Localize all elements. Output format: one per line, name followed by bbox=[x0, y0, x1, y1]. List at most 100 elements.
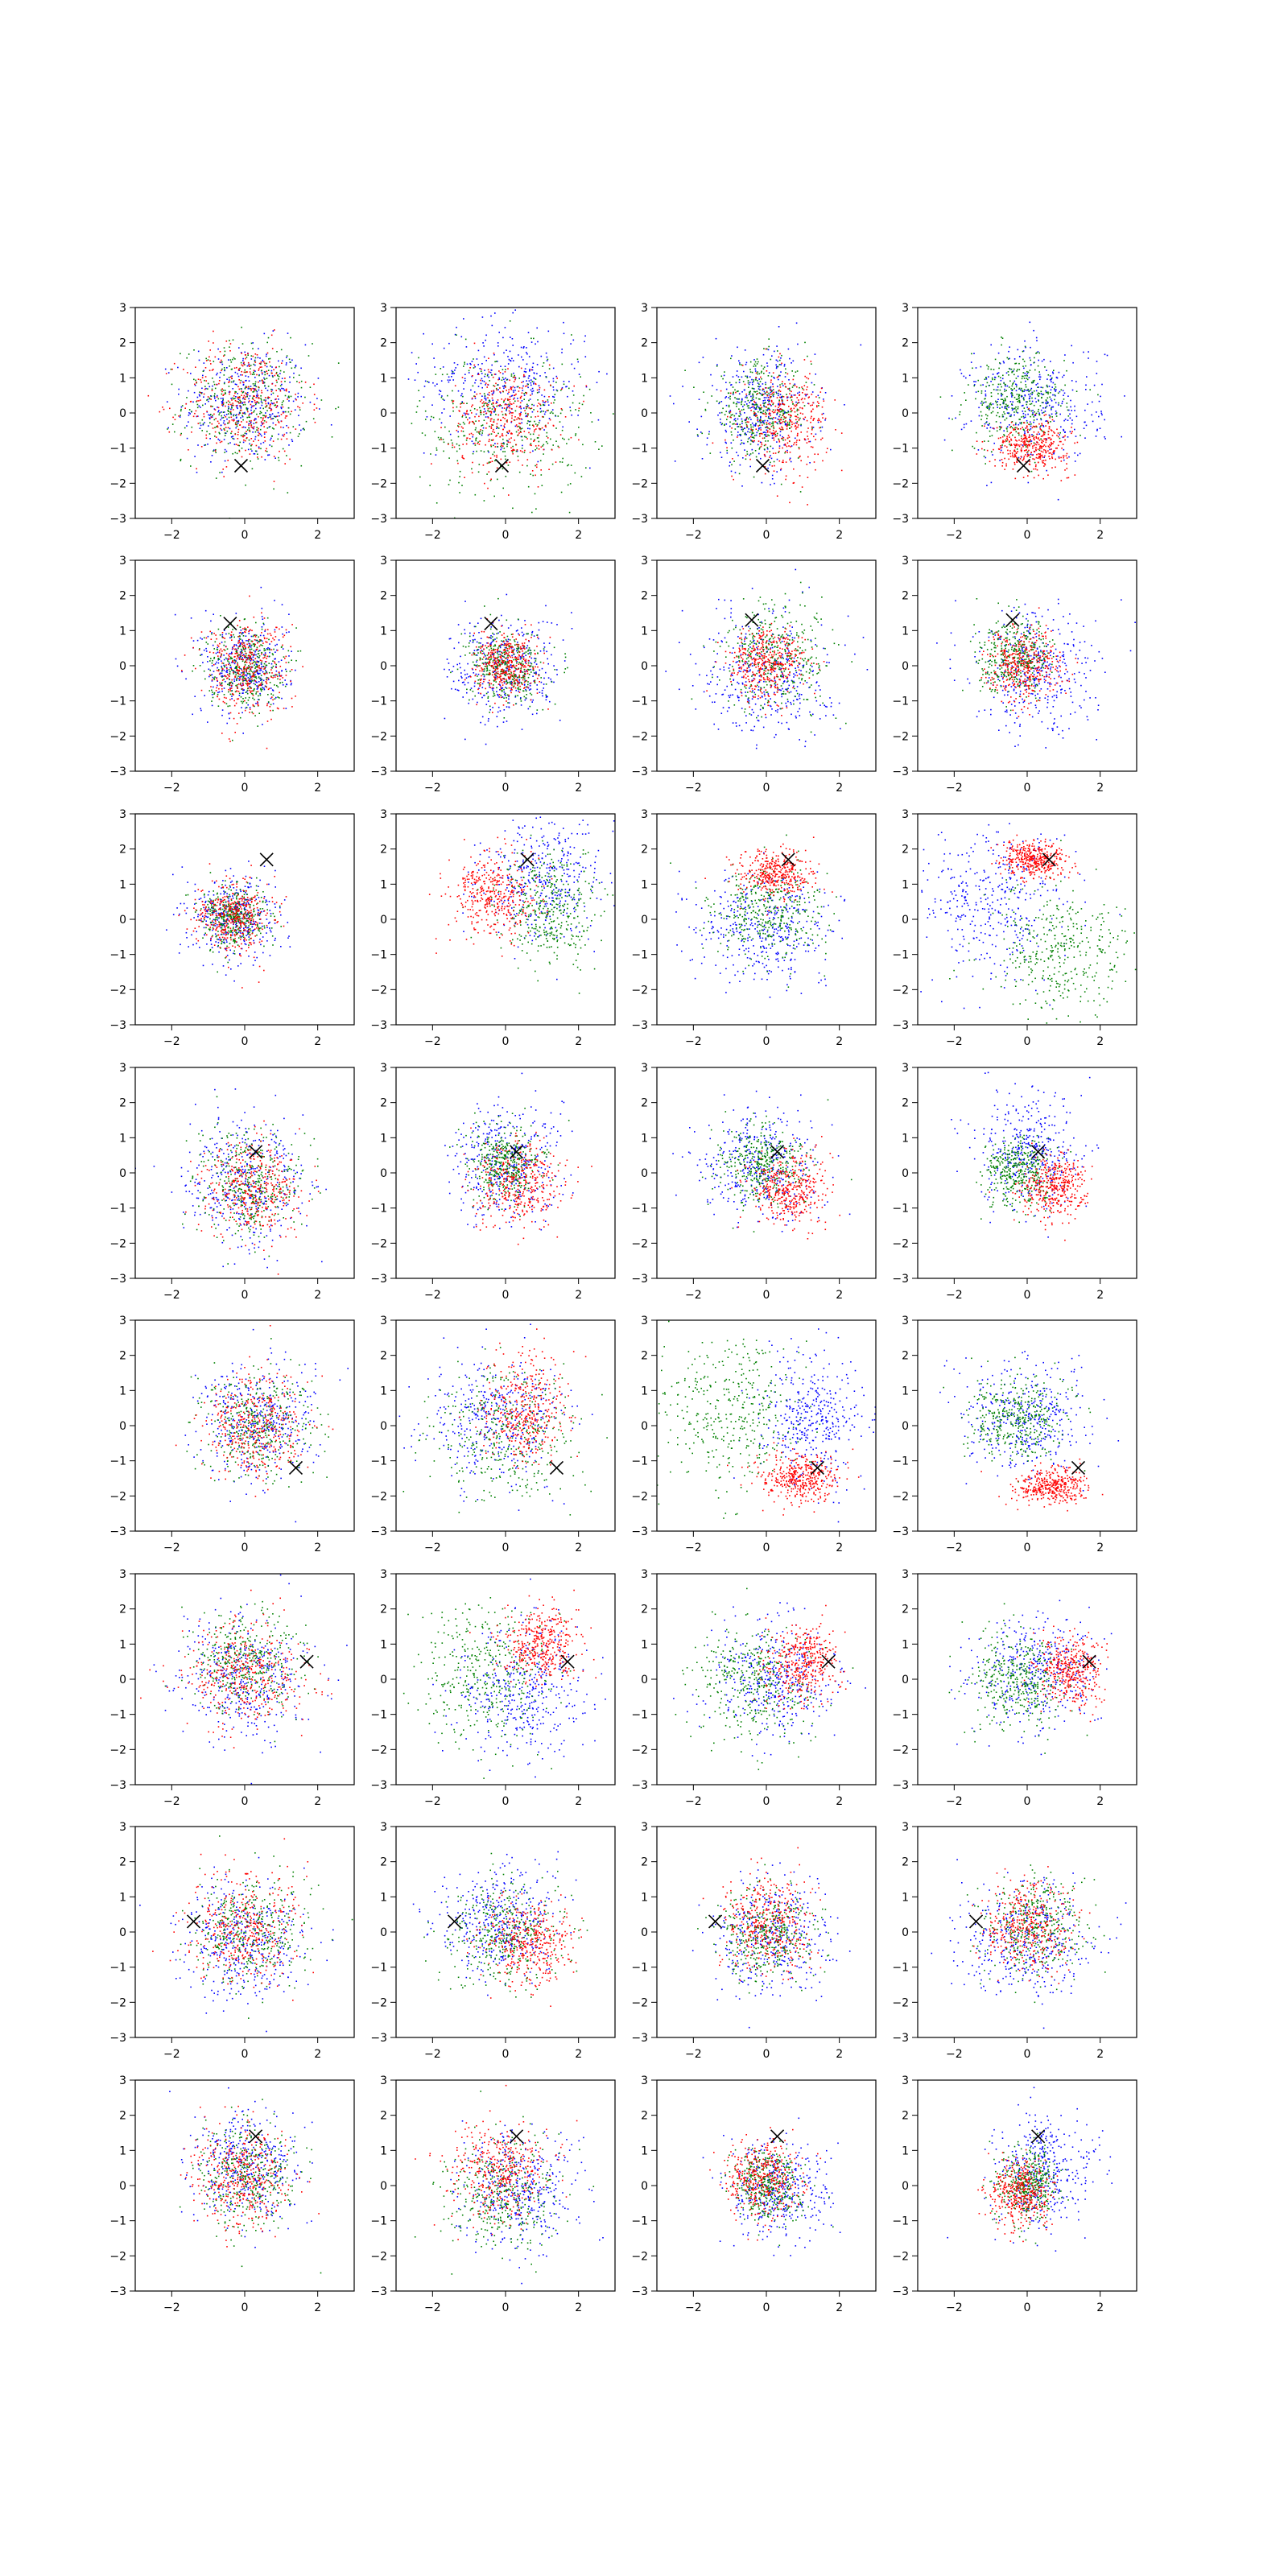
scatter-point bbox=[1024, 416, 1026, 419]
scatter-point bbox=[744, 389, 745, 391]
scatter-point bbox=[765, 434, 767, 436]
scatter-point bbox=[261, 626, 263, 628]
scatter-point bbox=[319, 408, 320, 410]
scatter-point bbox=[778, 409, 780, 411]
scatter-point bbox=[259, 650, 261, 651]
scatter-point bbox=[515, 424, 518, 426]
scatter-point bbox=[258, 381, 259, 383]
scatter-point bbox=[510, 395, 513, 397]
scatter-point bbox=[547, 399, 549, 401]
scatter-point bbox=[255, 681, 257, 683]
scatter-point bbox=[519, 450, 522, 452]
scatter-point bbox=[258, 440, 259, 441]
scatter-point bbox=[553, 402, 555, 404]
scatter-point bbox=[290, 336, 291, 339]
scatter-point bbox=[533, 440, 535, 442]
scatter-point bbox=[567, 464, 568, 467]
scatter-point bbox=[225, 416, 227, 418]
scatter-point bbox=[261, 456, 262, 458]
scatter-point bbox=[1034, 411, 1035, 413]
scatter-point bbox=[233, 444, 236, 445]
scatter-point bbox=[253, 371, 254, 374]
scatter-point bbox=[260, 424, 262, 427]
scatter-point bbox=[248, 424, 250, 427]
scatter-point bbox=[481, 432, 483, 434]
scatter-point bbox=[502, 407, 503, 409]
scatter-point bbox=[232, 436, 234, 437]
scatter-point bbox=[1024, 442, 1026, 444]
scatter-point bbox=[211, 390, 213, 391]
scatter-point bbox=[993, 389, 995, 390]
scatter-point bbox=[730, 357, 732, 360]
scatter-point bbox=[521, 427, 523, 430]
scatter-point bbox=[477, 443, 479, 444]
scatter-point bbox=[205, 437, 208, 440]
scatter-point bbox=[229, 350, 231, 352]
scatter-point bbox=[768, 399, 770, 402]
scatter-point bbox=[730, 470, 733, 473]
scatter-point bbox=[273, 481, 275, 482]
scatter-point bbox=[778, 374, 780, 377]
scatter-point bbox=[433, 357, 435, 359]
y-tick-label: −1 bbox=[109, 443, 126, 456]
scatter-point bbox=[282, 633, 283, 635]
scatter-point bbox=[789, 459, 791, 460]
scatter-point bbox=[252, 383, 254, 385]
scatter-point bbox=[772, 372, 774, 374]
scatter-point bbox=[235, 679, 237, 680]
scatter-point bbox=[736, 452, 737, 453]
scatter-point bbox=[778, 460, 781, 462]
scatter-point bbox=[245, 392, 246, 394]
scatter-point bbox=[207, 398, 208, 401]
scatter-point bbox=[501, 379, 503, 381]
scatter-point bbox=[755, 378, 757, 379]
scatter-point bbox=[779, 419, 782, 420]
scatter-point bbox=[467, 419, 469, 421]
scatter-point bbox=[439, 418, 440, 420]
scatter-point bbox=[568, 438, 570, 440]
scatter-point bbox=[439, 390, 440, 391]
scatter-point bbox=[234, 371, 237, 374]
scatter-point bbox=[224, 390, 226, 391]
scatter-point bbox=[246, 407, 248, 410]
scatter-point bbox=[491, 418, 493, 420]
scatter-point bbox=[755, 402, 757, 404]
scatter-point bbox=[1067, 419, 1069, 421]
scatter-point bbox=[248, 642, 250, 645]
scatter-point bbox=[780, 469, 782, 471]
scatter-point bbox=[199, 395, 200, 397]
scatter-point bbox=[179, 416, 181, 418]
scatter-point bbox=[995, 402, 997, 404]
scatter-point bbox=[782, 410, 785, 412]
scatter-point bbox=[762, 394, 765, 395]
scatter-point bbox=[521, 419, 523, 420]
scatter-point bbox=[312, 343, 313, 345]
scatter-point bbox=[758, 452, 760, 455]
scatter-point bbox=[283, 412, 284, 414]
scatter-point bbox=[473, 443, 474, 444]
scatter-point bbox=[221, 363, 224, 365]
scatter-point bbox=[797, 426, 799, 428]
scatter-point bbox=[511, 357, 513, 360]
scatter-point bbox=[245, 396, 246, 398]
scatter-point bbox=[785, 451, 786, 452]
scatter-point bbox=[238, 632, 241, 634]
scatter-point bbox=[738, 360, 740, 362]
scatter-point bbox=[811, 427, 813, 429]
scatter-point bbox=[1001, 378, 1004, 380]
scatter-point bbox=[200, 709, 202, 712]
scatter-point bbox=[476, 358, 478, 360]
scatter-point bbox=[752, 430, 753, 431]
scatter-point bbox=[508, 358, 510, 361]
scatter-point bbox=[752, 440, 753, 442]
scatter-point bbox=[489, 425, 490, 427]
scatter-point bbox=[237, 386, 239, 388]
scatter-point bbox=[1014, 407, 1016, 410]
scatter-point bbox=[257, 702, 259, 704]
scatter-point bbox=[474, 493, 477, 496]
scatter-point bbox=[532, 433, 535, 436]
scatter-point bbox=[774, 433, 776, 436]
scatter-point bbox=[811, 394, 813, 395]
scatter-point bbox=[991, 377, 993, 379]
scatter-point bbox=[481, 399, 483, 401]
